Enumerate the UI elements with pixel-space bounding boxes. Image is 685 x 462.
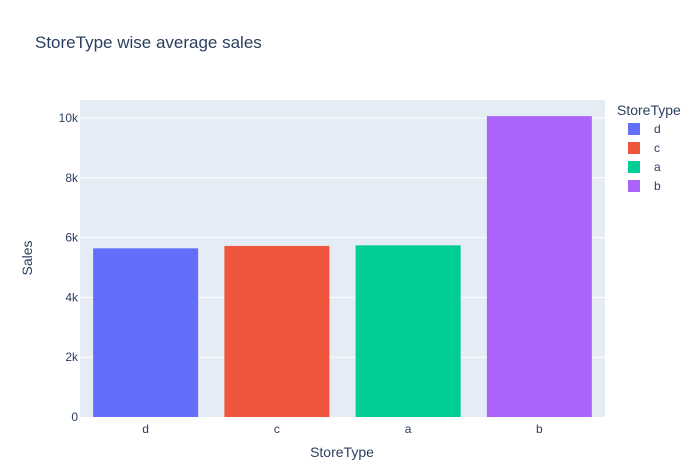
y-axis-ticks: 0 2k 4k 6k 8k 10k bbox=[59, 111, 79, 424]
legend-swatch-d[interactable] bbox=[628, 123, 640, 135]
legend-label-c[interactable]: c bbox=[654, 141, 660, 155]
legend-label-b[interactable]: b bbox=[654, 179, 661, 193]
y-tick-label: 0 bbox=[71, 410, 78, 424]
bar-c[interactable] bbox=[224, 245, 330, 417]
y-axis-title: Sales bbox=[19, 240, 35, 275]
x-tick-label: c bbox=[274, 422, 280, 436]
bar-d[interactable] bbox=[93, 248, 199, 417]
x-tick-label: b bbox=[536, 422, 543, 436]
x-tick-label: a bbox=[405, 422, 412, 436]
y-tick-label: 6k bbox=[65, 231, 79, 245]
legend-swatch-a[interactable] bbox=[628, 161, 640, 173]
y-tick-label: 10k bbox=[59, 111, 79, 125]
y-tick-label: 4k bbox=[65, 290, 79, 304]
bar-a[interactable] bbox=[355, 245, 461, 417]
legend-label-a[interactable]: a bbox=[654, 160, 661, 174]
chart-title: StoreType wise average sales bbox=[35, 33, 262, 52]
x-axis-title: StoreType bbox=[310, 444, 374, 460]
x-tick-label: d bbox=[142, 422, 149, 436]
legend-title: StoreType bbox=[617, 102, 681, 118]
y-tick-label: 2k bbox=[65, 350, 79, 364]
legend-label-d[interactable]: d bbox=[654, 122, 661, 136]
legend-swatch-c[interactable] bbox=[628, 142, 640, 154]
legend-swatch-b[interactable] bbox=[628, 180, 640, 192]
y-tick-label: 8k bbox=[65, 171, 79, 185]
bar-b[interactable] bbox=[486, 116, 592, 418]
bars bbox=[93, 116, 592, 418]
